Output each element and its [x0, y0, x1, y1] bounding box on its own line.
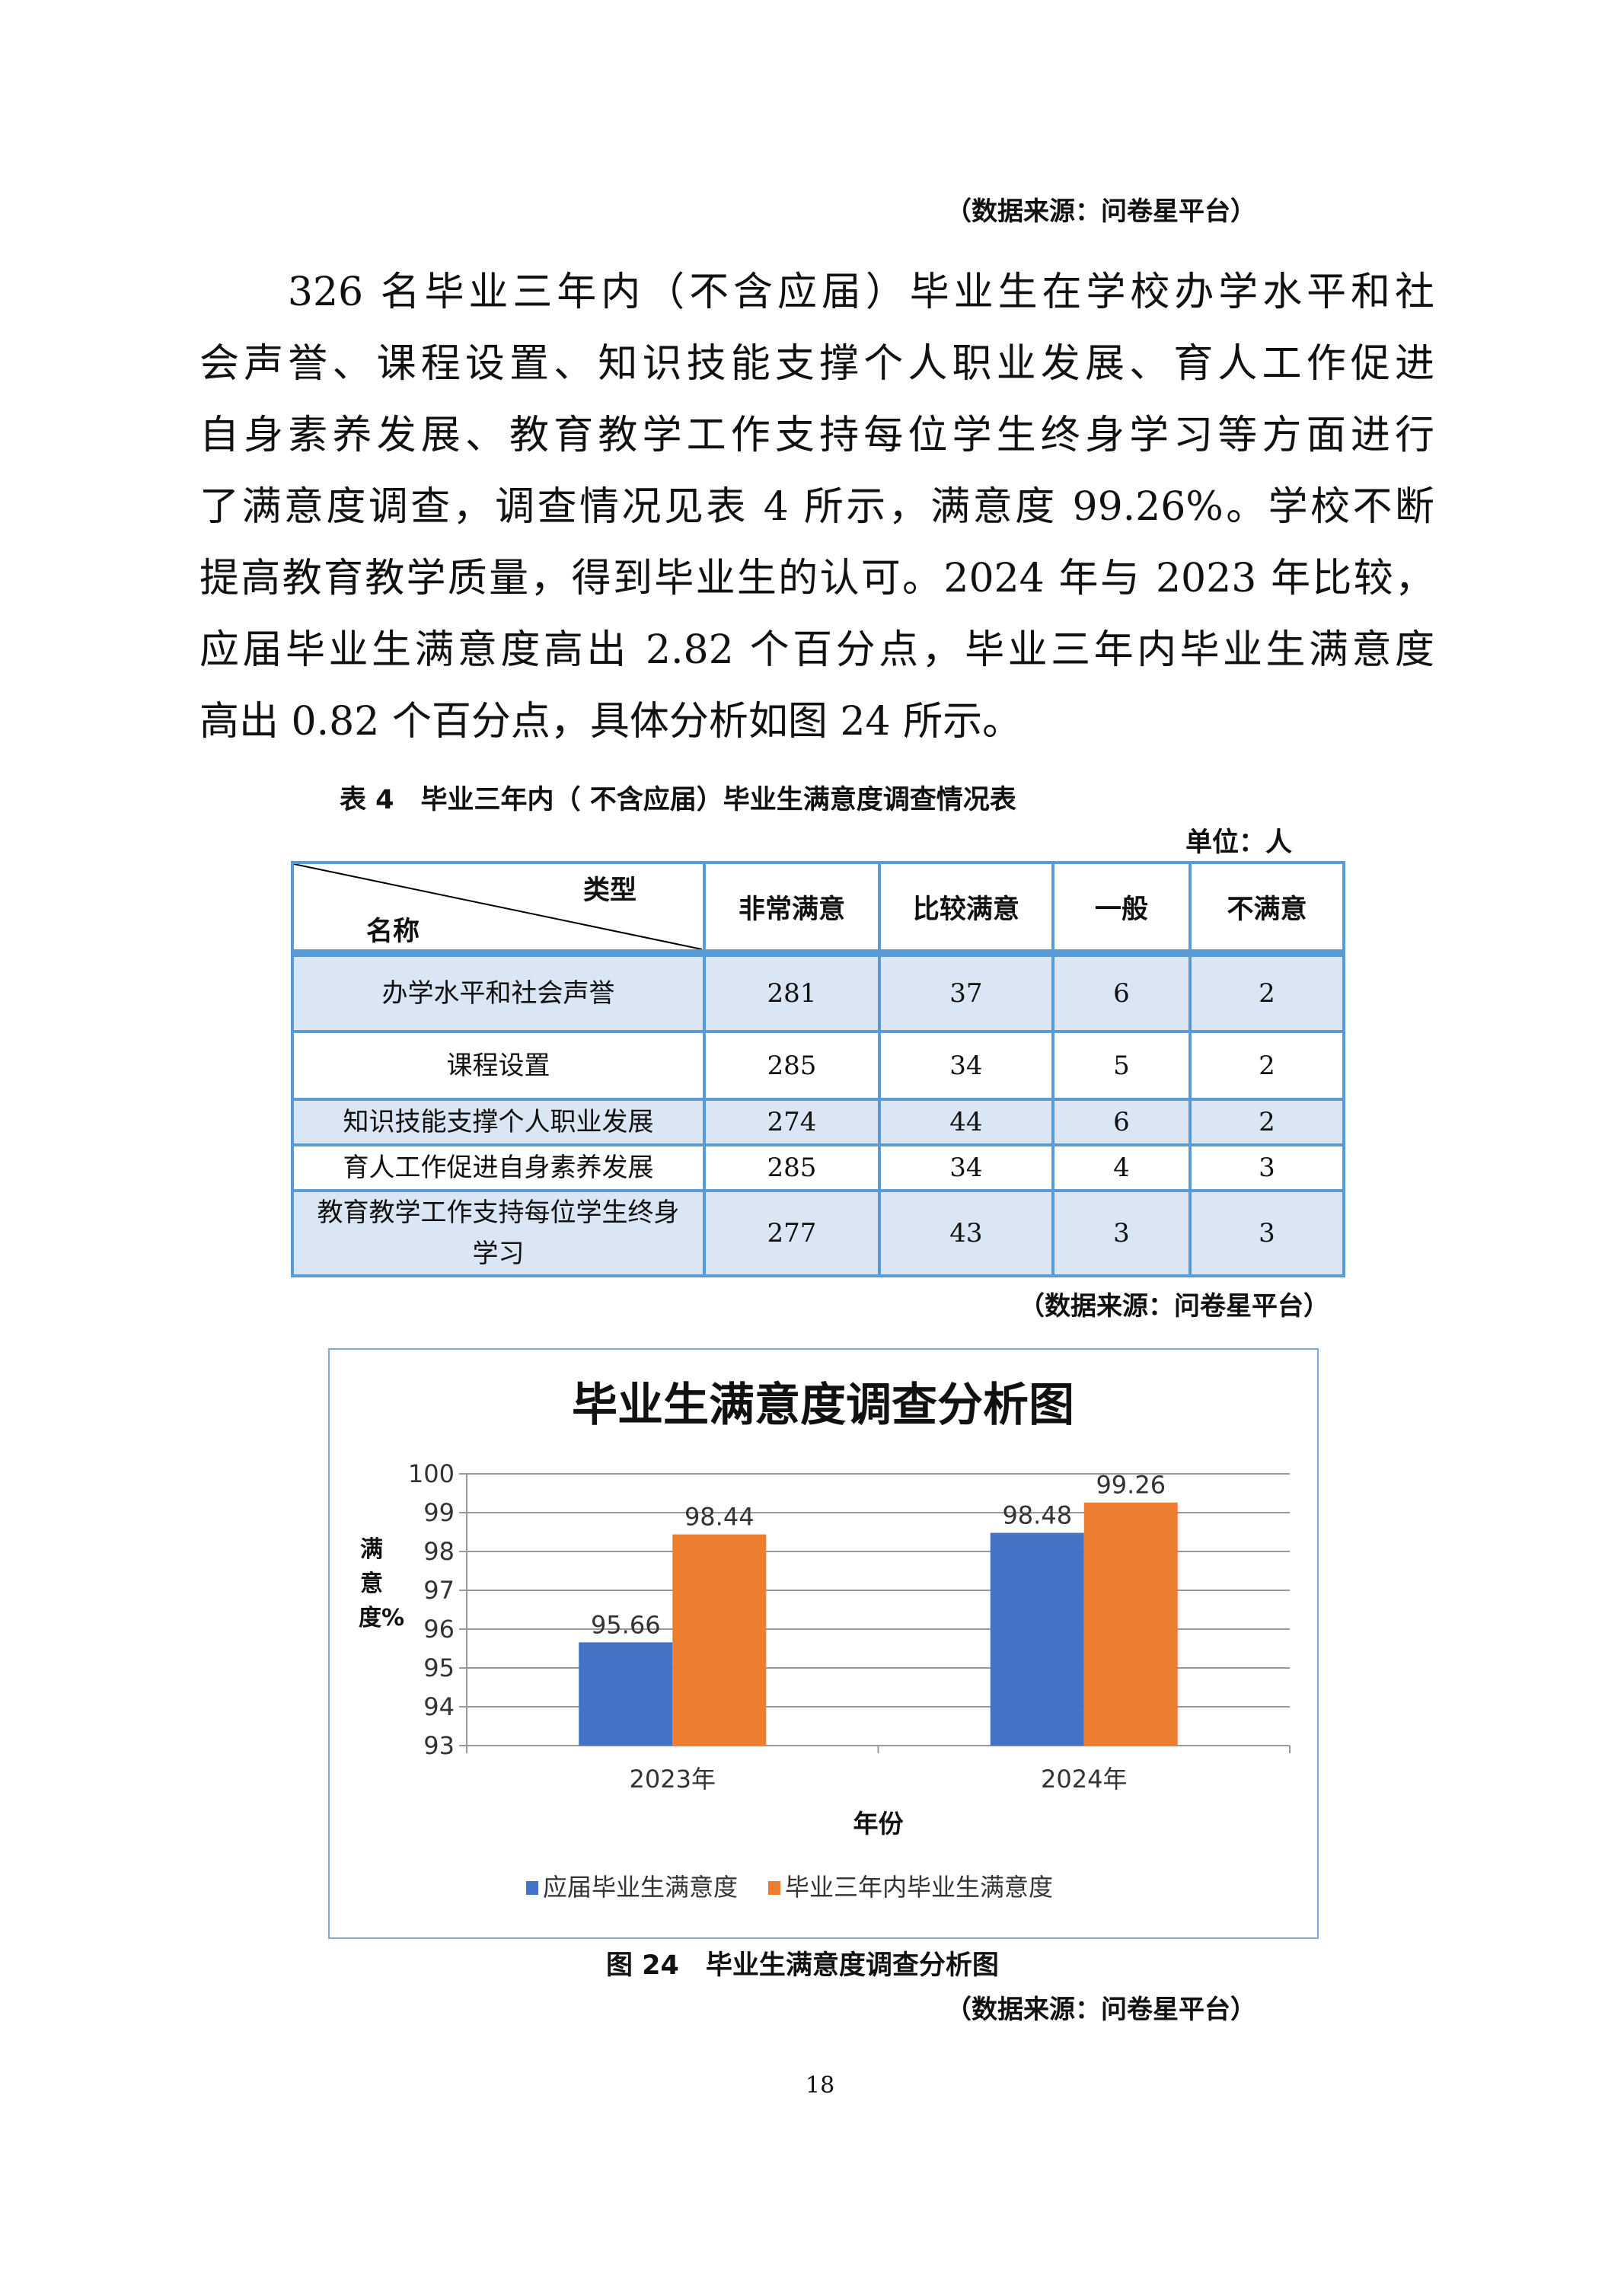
page-number: 18	[806, 2072, 835, 2099]
x-tick-label: 2023年	[630, 1765, 716, 1794]
cell: 34	[877, 1030, 1054, 1101]
paragraph-line: 应届毕业生满意度高出 2.82 个百分点，毕业三年内毕业生满意度	[199, 627, 1434, 673]
paragraph-line: 自身素养发展、教育教学工作支持每位学生终身学习等方面进行	[199, 413, 1434, 458]
satisfaction-table: 类型 名称 非常满意 比较满意 一般 不满意 办学水平和社会声誉 281 37 …	[291, 861, 1346, 1277]
cell: 285	[702, 1030, 881, 1101]
source-note-table: （数据来源：问卷星平台）	[1019, 1291, 1329, 1322]
data-label: 98.44	[684, 1503, 755, 1532]
cell: 37	[877, 952, 1054, 1033]
cell: 285	[702, 1143, 881, 1192]
y-tick-label: 98	[423, 1537, 455, 1566]
cell: 274	[702, 1098, 881, 1146]
y-tick-label: 100	[408, 1459, 455, 1488]
table-row: 教育教学工作支持每位学生终身学习 277 43 3 3	[291, 1189, 1346, 1277]
cell: 281	[702, 952, 881, 1033]
paragraph-line: 了满意度调查，调查情况见表 4 所示，满意度 99.26%。学校不断	[199, 484, 1434, 530]
y-tick-label: 96	[423, 1615, 455, 1644]
y-tick-label: 93	[423, 1731, 455, 1760]
row-name: 知识技能支撑个人职业发展	[291, 1098, 706, 1146]
bar-three-year	[1083, 1502, 1178, 1746]
paragraph-line: 会声誉、课程设置、知识技能支撑个人职业发展、育人工作促进	[199, 341, 1434, 387]
y-tick-label: 94	[423, 1692, 455, 1721]
cell: 277	[702, 1189, 881, 1277]
source-note-figure: （数据来源：问卷星平台）	[946, 1995, 1256, 2025]
legend-swatch	[526, 1881, 538, 1895]
cell: 3	[1188, 1189, 1346, 1277]
header-neutral: 一般	[1051, 861, 1192, 955]
table-unit: 单位：人	[1185, 828, 1292, 858]
legend-label: 应届毕业生满意度	[543, 1873, 738, 1902]
data-label: 98.48	[1002, 1501, 1072, 1530]
row-name: 办学水平和社会声誉	[291, 952, 706, 1033]
bar-fresh	[990, 1532, 1084, 1746]
legend-swatch	[768, 1881, 780, 1895]
figure-caption: 图 24 毕业生满意度调查分析图	[606, 1950, 999, 1981]
paragraph-line: 高出 0.82 个百分点，具体分析如图 24 所示。	[199, 699, 1023, 745]
table-row: 课程设置 285 34 5 2	[291, 1030, 1346, 1101]
x-axis-title: 年份	[853, 1809, 904, 1838]
table-row: 办学水平和社会声誉 281 37 6 2	[291, 952, 1346, 1033]
row-name: 教育教学工作支持每位学生终身学习	[291, 1189, 706, 1277]
cell: 2	[1188, 1030, 1346, 1101]
cell: 5	[1051, 1030, 1192, 1101]
corner-name-label: 名称	[366, 917, 420, 947]
cell: 3	[1051, 1189, 1192, 1277]
bar-fresh	[579, 1642, 673, 1746]
bar-chart: 毕业生满意度调查分析图 93 94 95 96 97 98 99 100 95.66 98.44 20…	[408, 1379, 1291, 1902]
y-tick-label: 97	[423, 1576, 455, 1605]
chart-title: 毕业生满意度调查分析图	[572, 1379, 1074, 1432]
cell: 2	[1188, 1098, 1346, 1146]
data-label: 99.26	[1096, 1471, 1166, 1500]
chart-container: 毕业生满意度调查分析图 93 94 95 96 97 98 99 100 95.66 98.44 20…	[328, 1348, 1319, 1939]
header-satisfied: 比较满意	[877, 861, 1054, 955]
y-axis-title: 满意度%	[359, 1536, 405, 1631]
y-tick-label: 99	[423, 1498, 455, 1527]
y-tick-label: 95	[423, 1653, 455, 1682]
cell: 3	[1188, 1143, 1346, 1192]
paragraph-line: 326 名毕业三年内（不含应届）毕业生在学校办学水平和社	[199, 269, 1434, 315]
cell: 6	[1051, 1098, 1192, 1146]
table-caption: 表 4 毕业三年内（ 不含应届）毕业生满意度调查情况表	[340, 785, 1016, 815]
paragraph-line: 提高教育教学质量，得到毕业生的认可。2024 年与 2023 年比较，	[199, 556, 1434, 601]
row-name: 育人工作促进自身素养发展	[291, 1143, 706, 1192]
cell: 4	[1051, 1143, 1192, 1192]
bar-three-year	[672, 1534, 767, 1746]
cell: 2	[1188, 952, 1346, 1033]
cell: 34	[877, 1143, 1054, 1192]
table-header-row: 类型 名称 非常满意 比较满意 一般 不满意	[291, 861, 1346, 955]
table-row: 知识技能支撑个人职业发展 274 44 6 2	[291, 1098, 1346, 1146]
source-note-top: （数据来源：问卷星平台）	[946, 196, 1256, 227]
row-name: 课程设置	[291, 1030, 706, 1101]
corner-type-label: 类型	[583, 875, 637, 906]
header-unsatisfied: 不满意	[1188, 861, 1346, 955]
x-tick-label: 2024年	[1041, 1765, 1127, 1794]
header-very-satisfied: 非常满意	[702, 861, 881, 955]
diagonal-line	[294, 864, 702, 949]
corner-header: 类型 名称	[291, 861, 706, 955]
cell: 44	[877, 1098, 1054, 1146]
table-row: 育人工作促进自身素养发展 285 34 4 3	[291, 1143, 1346, 1192]
data-label: 95.66	[591, 1610, 661, 1639]
cell: 6	[1051, 952, 1192, 1033]
cell: 43	[877, 1189, 1054, 1277]
legend-label: 毕业三年内毕业生满意度	[785, 1873, 1053, 1902]
